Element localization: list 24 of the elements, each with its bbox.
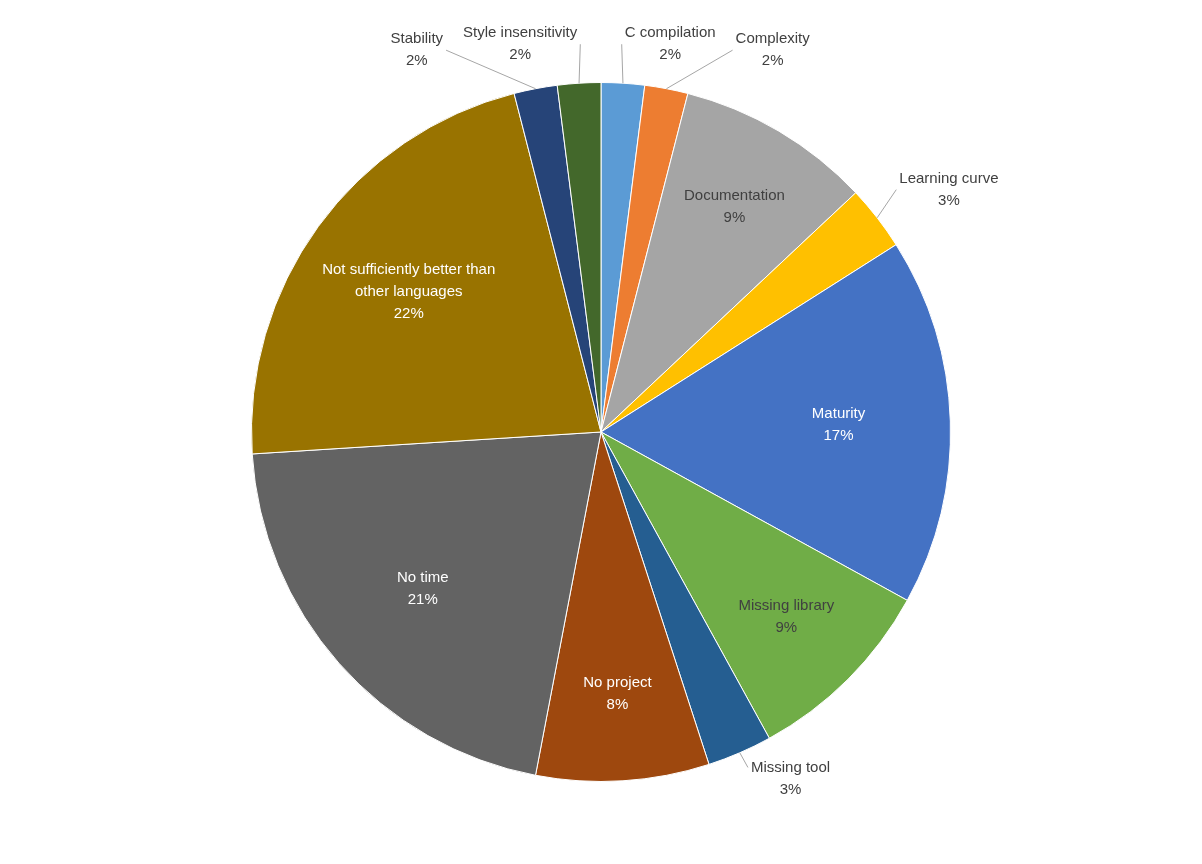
data-label: 2% <box>509 45 532 63</box>
slice-label: Stability <box>390 29 444 47</box>
data-label: 3% <box>779 779 802 797</box>
slice-label: Style insensitivity <box>463 23 578 41</box>
data-label: 9% <box>775 618 798 636</box>
data-label: 2% <box>761 51 784 69</box>
data-label: 8% <box>606 694 629 712</box>
data-label: 2% <box>405 51 428 69</box>
slice-label: Maturity <box>811 403 866 421</box>
slice-label: No project <box>583 672 653 690</box>
slice-label: No time <box>396 568 449 586</box>
data-label: 3% <box>938 190 960 208</box>
slice-label: Missing tool <box>750 757 831 775</box>
data-label: 9% <box>723 207 746 225</box>
slice-label: Documentation <box>683 185 785 203</box>
data-label: 22% <box>393 304 424 322</box>
slice-label: Not sufficiently better than other languages <box>322 260 496 300</box>
slice-label: C compilation <box>624 23 716 41</box>
slice-label: Missing library <box>738 596 835 614</box>
data-label: 21% <box>407 590 438 608</box>
data-label: 2% <box>659 45 681 63</box>
slice-label: Complexity <box>735 29 811 47</box>
data-label: 17% <box>823 425 854 443</box>
slice-label: Learning curve <box>899 168 999 186</box>
